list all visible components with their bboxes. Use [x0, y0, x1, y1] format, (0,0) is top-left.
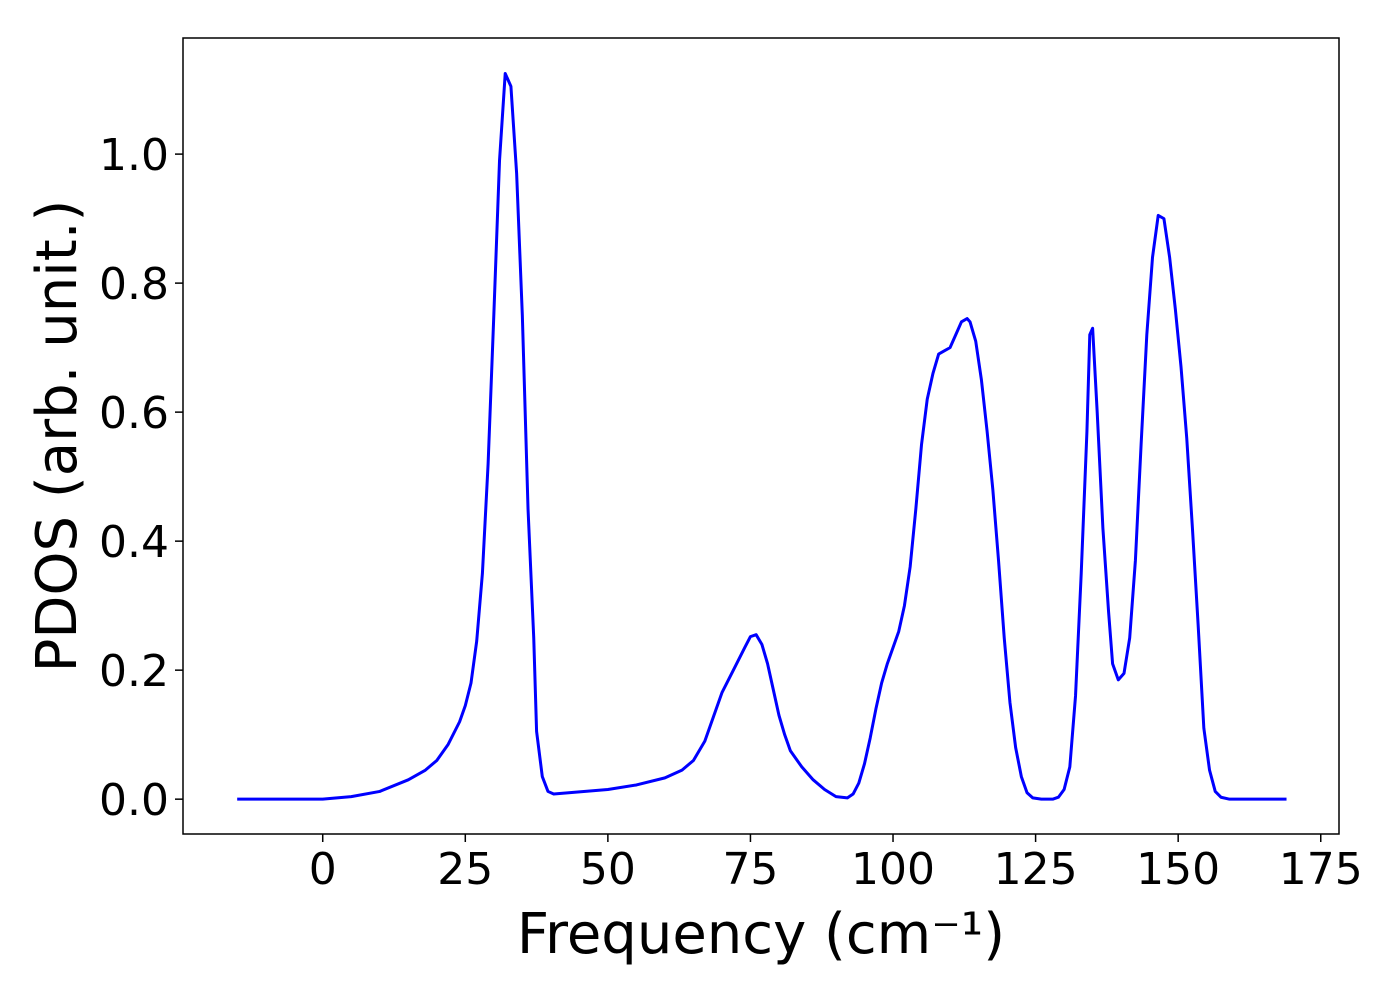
- plot-frame: [182, 37, 1340, 835]
- y-tick-label: 0.2: [99, 646, 169, 697]
- x-tick-label: 150: [1136, 844, 1220, 895]
- x-tick-label: 75: [722, 844, 778, 895]
- y-tick-label: 0.6: [99, 388, 169, 439]
- x-tick-label: 50: [580, 844, 636, 895]
- y-axis-label: PDOS (arb. unit.): [25, 200, 90, 673]
- x-tick-label: 125: [994, 844, 1078, 895]
- x-tick-label: 25: [437, 844, 493, 895]
- x-tick-label: 175: [1279, 844, 1363, 895]
- y-tick-label: 0.0: [99, 775, 169, 826]
- x-axis-label: Frequency (cm⁻¹): [517, 902, 1005, 967]
- y-tick-label: 0.8: [99, 259, 169, 310]
- pdos-line: [237, 71, 1287, 801]
- y-tick-label: 1.0: [99, 130, 169, 181]
- x-tick-label: 100: [851, 844, 935, 895]
- x-tick-label: 0: [309, 844, 337, 895]
- y-tick-label: 0.4: [99, 517, 169, 568]
